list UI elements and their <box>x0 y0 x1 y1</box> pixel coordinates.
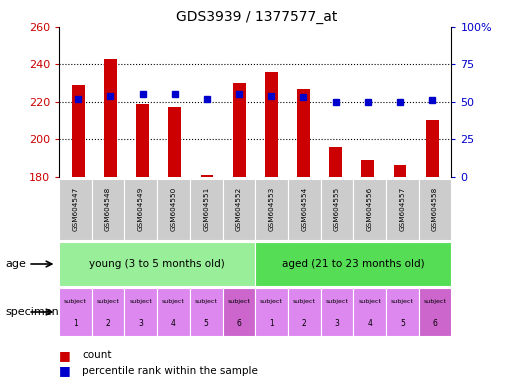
Text: 4: 4 <box>171 319 176 328</box>
Text: 6: 6 <box>432 319 438 328</box>
Text: 1: 1 <box>73 319 78 328</box>
Text: count: count <box>82 350 112 360</box>
Bar <box>288 288 321 336</box>
Bar <box>223 179 255 240</box>
Bar <box>59 179 92 240</box>
Text: aged (21 to 23 months old): aged (21 to 23 months old) <box>282 259 425 269</box>
Bar <box>190 179 223 240</box>
Bar <box>104 59 117 177</box>
Text: GSM604554: GSM604554 <box>301 187 307 232</box>
Bar <box>201 175 213 177</box>
Bar <box>124 288 157 336</box>
Text: subject: subject <box>358 299 381 304</box>
Bar <box>321 179 353 240</box>
Bar <box>136 104 149 177</box>
Text: 1: 1 <box>269 319 274 328</box>
Text: subject: subject <box>96 299 120 304</box>
Bar <box>59 288 92 336</box>
Text: GSM604552: GSM604552 <box>236 187 242 232</box>
Text: GSM604553: GSM604553 <box>269 187 274 232</box>
Text: 2: 2 <box>106 319 110 328</box>
Bar <box>386 288 419 336</box>
Text: GSM604555: GSM604555 <box>334 187 340 232</box>
Text: subject: subject <box>64 299 87 304</box>
Text: subject: subject <box>129 299 152 304</box>
Bar <box>223 288 255 336</box>
Text: 6: 6 <box>236 319 241 328</box>
Text: percentile rank within the sample: percentile rank within the sample <box>82 366 258 376</box>
Bar <box>92 288 125 336</box>
Bar <box>353 288 386 336</box>
Bar <box>419 288 451 336</box>
Text: GSM604551: GSM604551 <box>203 187 209 232</box>
Text: 2: 2 <box>302 319 307 328</box>
Text: GSM604556: GSM604556 <box>367 187 372 232</box>
Text: 5: 5 <box>400 319 405 328</box>
Text: GDS3939 / 1377577_at: GDS3939 / 1377577_at <box>176 10 337 23</box>
Bar <box>124 179 157 240</box>
Text: subject: subject <box>195 299 218 304</box>
Text: GSM604550: GSM604550 <box>170 187 176 232</box>
Text: GSM604549: GSM604549 <box>138 187 144 232</box>
Bar <box>321 288 353 336</box>
Bar <box>361 160 374 177</box>
Text: subject: subject <box>424 299 446 304</box>
Bar <box>72 85 85 177</box>
Bar <box>288 179 321 240</box>
Bar <box>265 72 278 177</box>
Bar <box>190 288 223 336</box>
Bar <box>419 179 451 240</box>
Bar <box>255 242 451 286</box>
Text: GSM604557: GSM604557 <box>400 187 405 232</box>
Text: specimen: specimen <box>5 307 59 317</box>
Bar <box>255 288 288 336</box>
Bar <box>59 242 255 286</box>
Bar <box>92 179 125 240</box>
Bar <box>329 147 342 177</box>
Text: ■: ■ <box>59 349 71 362</box>
Text: 5: 5 <box>204 319 209 328</box>
Bar <box>353 179 386 240</box>
Text: subject: subject <box>293 299 315 304</box>
Bar <box>157 179 190 240</box>
Bar <box>168 108 181 177</box>
Text: subject: subject <box>162 299 185 304</box>
Text: 3: 3 <box>139 319 143 328</box>
Text: GSM604558: GSM604558 <box>432 187 438 232</box>
Text: GSM604548: GSM604548 <box>105 187 111 232</box>
Text: young (3 to 5 months old): young (3 to 5 months old) <box>89 259 225 269</box>
Text: subject: subject <box>227 299 250 304</box>
Text: 4: 4 <box>367 319 372 328</box>
Text: subject: subject <box>260 299 283 304</box>
Text: 3: 3 <box>334 319 340 328</box>
Bar <box>255 179 288 240</box>
Text: subject: subject <box>326 299 348 304</box>
Text: subject: subject <box>391 299 414 304</box>
Bar <box>386 179 419 240</box>
Text: GSM604547: GSM604547 <box>72 187 78 232</box>
Text: ■: ■ <box>59 364 71 377</box>
Text: age: age <box>5 259 26 269</box>
Bar <box>297 89 310 177</box>
Bar <box>393 166 406 177</box>
Bar <box>426 121 439 177</box>
Bar <box>157 288 190 336</box>
Bar <box>233 83 246 177</box>
